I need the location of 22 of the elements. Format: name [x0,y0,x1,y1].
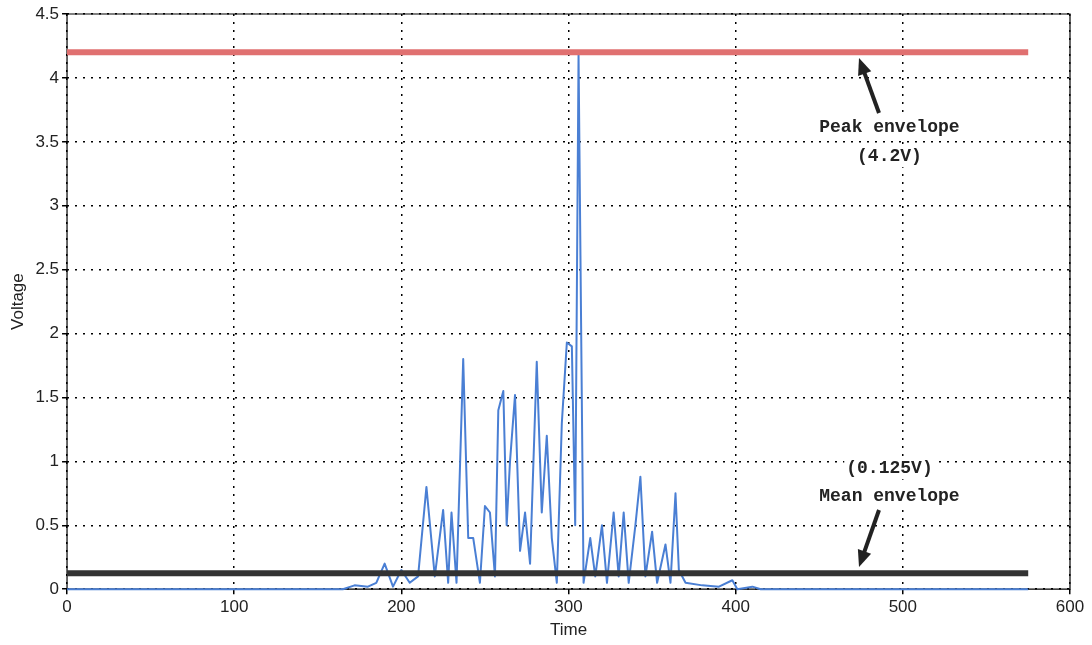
annotation: Peak envelope [819,116,960,137]
y-tick-label: 4.5 [35,3,60,23]
x-tick-label: 300 [554,597,583,617]
y-tick-label: 2.5 [35,259,60,279]
x-tick-label: 500 [888,597,918,617]
x-tick-label: 200 [387,597,416,617]
x-tick-label: 400 [721,597,750,617]
y-tick-label: 3 [49,195,60,215]
y-tick-label: 0.5 [35,514,60,534]
y-tick-label: 2 [49,323,60,343]
annotation: (0.125V) [846,457,933,478]
y-axis-title: Voltage [7,273,27,330]
y-tick-label: 0 [49,578,60,598]
x-axis-title: Time [549,620,588,640]
y-tick-label: 1 [49,451,60,471]
y-tick-label: 3.5 [35,131,60,151]
y-tick-label: 1.5 [35,387,60,407]
annotation: (4.2V) [857,145,922,166]
annotation: Mean envelope [819,485,960,506]
x-tick-label: 600 [1055,597,1085,617]
y-tick-label: 4 [49,67,60,87]
x-tick-label: 100 [220,597,249,617]
